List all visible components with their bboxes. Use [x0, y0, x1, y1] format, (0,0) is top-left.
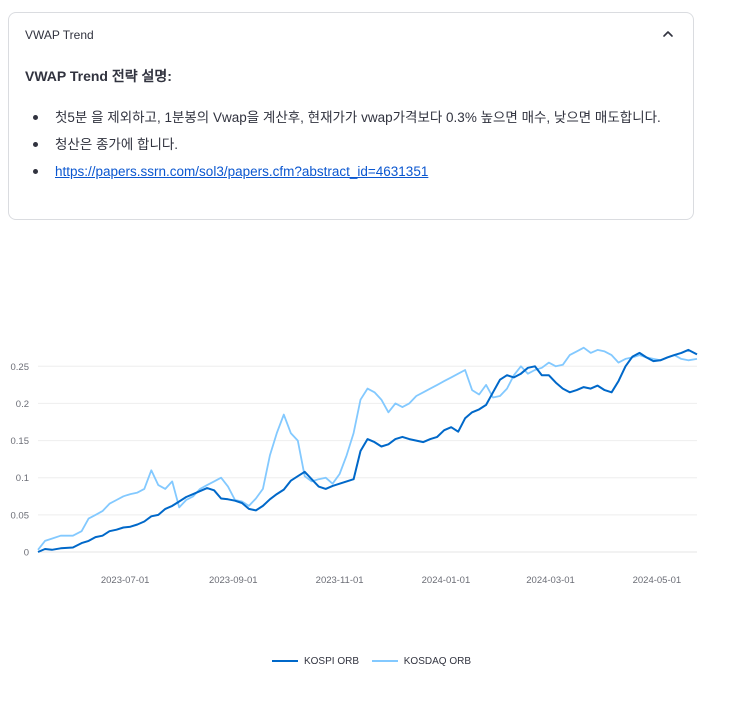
- x-tick-label: 2024-05-01: [633, 575, 682, 586]
- x-tick-label: 2024-01-01: [422, 575, 471, 586]
- paper-link[interactable]: https://papers.ssrn.com/sol3/papers.cfm?…: [55, 164, 429, 179]
- x-tick-label: 2024-03-01: [526, 575, 575, 586]
- expander-header[interactable]: VWAP Trend: [9, 13, 693, 57]
- series-line-kosdaq: [37, 346, 698, 551]
- strategy-expander: VWAP Trend VWAP Trend 전략 설명: 첫5분 을 제외하고,…: [8, 12, 694, 220]
- legend-label-kosdaq: KOSDAQ ORB: [403, 656, 472, 667]
- legend-item-kospi[interactable]: KOSPI ORB: [271, 656, 359, 667]
- y-tick-label: 0.2: [16, 399, 29, 410]
- legend-swatch-kospi: [271, 660, 298, 663]
- legend-item-kosdaq[interactable]: KOSDAQ ORB: [371, 656, 472, 667]
- legend-swatch-kosdaq: [371, 660, 398, 663]
- x-tick-label: 2023-09-01: [209, 575, 258, 586]
- strategy-heading: VWAP Trend 전략 설명:: [25, 68, 172, 84]
- expander-title: VWAP Trend: [25, 28, 94, 42]
- series-line-kospi: [37, 348, 698, 553]
- x-tick-label: 2023-11-01: [316, 575, 364, 586]
- legend-label-kospi: KOSPI ORB: [303, 656, 359, 667]
- bullet-item: https://papers.ssrn.com/sol3/papers.cfm?…: [25, 161, 675, 182]
- y-tick-label: 0.1: [16, 473, 29, 484]
- strategy-bullet-list: 첫5분 을 제외하고, 1분봉의 Vwap을 계산후, 현재가가 vwap가격보…: [25, 107, 675, 188]
- y-tick-label: 0: [24, 548, 29, 559]
- chart-legend: KOSPI ORB KOSDAQ ORB: [0, 656, 743, 667]
- y-tick-label: 0.05: [11, 510, 30, 521]
- y-tick-label: 0.25: [11, 362, 30, 373]
- bullet-item: 첫5분 을 제외하고, 1분봉의 Vwap을 계산후, 현재가가 vwap가격보…: [25, 107, 675, 128]
- y-tick-label: 0.15: [11, 436, 30, 447]
- x-tick-label: 2023-07-01: [101, 575, 150, 586]
- chevron-up-icon[interactable]: [661, 27, 675, 41]
- bullet-item: 청산은 종가에 합니다.: [25, 134, 675, 155]
- equity-line-chart: 0 0.05 0.1 0.15 0.2 0.25 2023-07-01 2023-09-01 2…: [11, 346, 698, 586]
